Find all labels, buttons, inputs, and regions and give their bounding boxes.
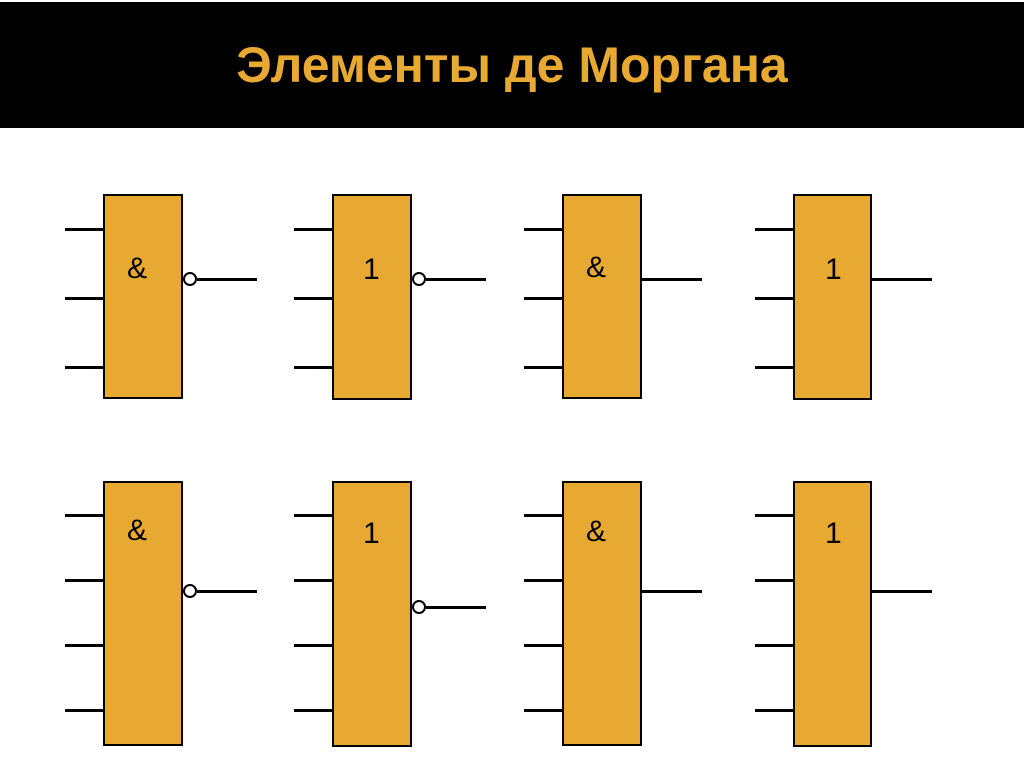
logic-gate: & <box>103 194 183 399</box>
input-wire <box>65 366 103 369</box>
input-wire <box>294 514 332 517</box>
input-wire <box>524 709 562 712</box>
input-wire <box>294 709 332 712</box>
input-wire <box>755 514 793 517</box>
input-wire <box>65 709 103 712</box>
inversion-bubble-icon <box>183 584 197 598</box>
input-wire <box>524 644 562 647</box>
logic-gate: & <box>103 481 183 746</box>
input-wire <box>755 228 793 231</box>
gate-label: & <box>586 515 606 549</box>
gate-label: & <box>586 251 606 285</box>
input-wire <box>755 579 793 582</box>
input-wire <box>755 709 793 712</box>
gate-label: & <box>127 514 147 548</box>
logic-gate: & <box>562 481 642 746</box>
output-wire <box>872 278 932 281</box>
inversion-bubble-icon <box>412 600 426 614</box>
input-wire <box>524 514 562 517</box>
input-wire <box>755 366 793 369</box>
input-wire <box>294 579 332 582</box>
logic-gate: 1 <box>793 194 872 400</box>
input-wire <box>294 297 332 300</box>
logic-gate: 1 <box>332 481 412 747</box>
input-wire <box>65 228 103 231</box>
gate-label: 1 <box>825 253 842 287</box>
inversion-bubble-icon <box>183 272 197 286</box>
header: Элементы де Моргана <box>0 0 1024 130</box>
output-wire <box>872 590 932 593</box>
input-wire <box>755 644 793 647</box>
input-wire <box>524 228 562 231</box>
output-wire <box>197 278 257 281</box>
output-wire <box>642 590 702 593</box>
input-wire <box>294 366 332 369</box>
page-title: Элементы де Моргана <box>236 36 787 94</box>
output-wire <box>642 278 702 281</box>
logic-gate: 1 <box>793 481 872 747</box>
input-wire <box>755 297 793 300</box>
input-wire <box>524 366 562 369</box>
input-wire <box>65 644 103 647</box>
gate-label: 1 <box>363 517 380 551</box>
logic-gate: & <box>562 194 642 399</box>
inversion-bubble-icon <box>412 272 426 286</box>
input-wire <box>65 297 103 300</box>
gate-label: 1 <box>363 253 380 287</box>
diagram-area: & 1 & 1 & 1 & 1 <box>0 130 1024 767</box>
input-wire <box>294 228 332 231</box>
input-wire <box>524 297 562 300</box>
input-wire <box>65 579 103 582</box>
input-wire <box>294 644 332 647</box>
output-wire <box>197 590 257 593</box>
output-wire <box>426 606 486 609</box>
input-wire <box>524 579 562 582</box>
logic-gate: 1 <box>332 194 412 400</box>
gate-label: 1 <box>825 517 842 551</box>
gate-label: & <box>127 252 147 286</box>
output-wire <box>426 278 486 281</box>
input-wire <box>65 514 103 517</box>
